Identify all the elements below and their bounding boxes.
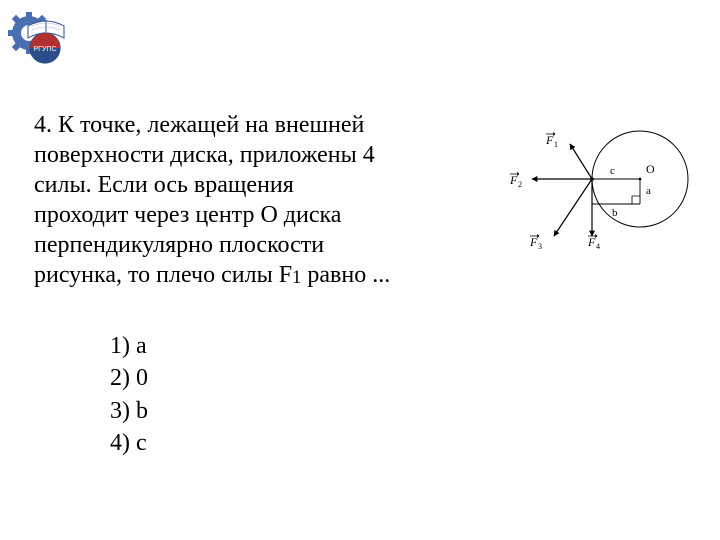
svg-text:1: 1 bbox=[554, 140, 558, 149]
question-text: 4. К точке, лежащей на внешней поверхнос… bbox=[34, 110, 464, 290]
force-subscript: 1 bbox=[292, 267, 301, 288]
answer-options: 1) а 2) 0 3) b 4) с bbox=[110, 330, 148, 460]
q-tail: равно ... bbox=[301, 262, 390, 288]
q-line-3: силы. Если ось вращения bbox=[34, 172, 294, 198]
svg-text:F: F bbox=[587, 235, 596, 249]
svg-text:F: F bbox=[529, 235, 538, 249]
svg-text:F: F bbox=[509, 173, 518, 187]
answer-val-2: 0 bbox=[136, 365, 148, 391]
q-line-5: перпендикулярно плоскости bbox=[34, 232, 324, 258]
svg-text:F: F bbox=[545, 133, 554, 147]
answer-val-4: с bbox=[136, 430, 147, 456]
badge-icon: РГУПС bbox=[30, 33, 60, 63]
svg-text:b: b bbox=[612, 207, 618, 219]
page-root: РГУПС 4. К точке, лежащей на внешней пов… bbox=[0, 0, 720, 540]
svg-text:c: c bbox=[610, 165, 615, 177]
answer-val-3: b bbox=[136, 398, 148, 424]
svg-text:4: 4 bbox=[596, 242, 600, 251]
answer-4: 4) с bbox=[110, 427, 148, 459]
answer-2: 2) 0 bbox=[110, 362, 148, 394]
forces-diagram: OcabF1F2F3F4 bbox=[470, 124, 700, 264]
answer-val-1: а bbox=[136, 333, 147, 359]
university-logo: РГУПС bbox=[8, 8, 82, 66]
svg-text:3: 3 bbox=[538, 242, 542, 251]
answer-num-1: 1) bbox=[110, 333, 130, 359]
q-line-1: 4. К точке, лежащей на внешней bbox=[34, 112, 364, 138]
svg-text:O: O bbox=[646, 162, 655, 176]
answer-1: 1) а bbox=[110, 330, 148, 362]
q-line-2: поверхности диска, приложены 4 bbox=[34, 142, 375, 168]
answer-num-4: 4) bbox=[110, 430, 130, 456]
answer-num-2: 2) bbox=[110, 365, 130, 391]
svg-text:2: 2 bbox=[518, 180, 522, 189]
q-line-6: рисунка, то плечо силы F bbox=[34, 262, 292, 288]
answer-3: 3) b bbox=[110, 395, 148, 427]
q-line-4: проходит через центр О диска bbox=[34, 202, 341, 228]
svg-text:a: a bbox=[646, 185, 651, 197]
answer-num-3: 3) bbox=[110, 398, 130, 424]
logo-text: РГУПС bbox=[34, 46, 57, 53]
